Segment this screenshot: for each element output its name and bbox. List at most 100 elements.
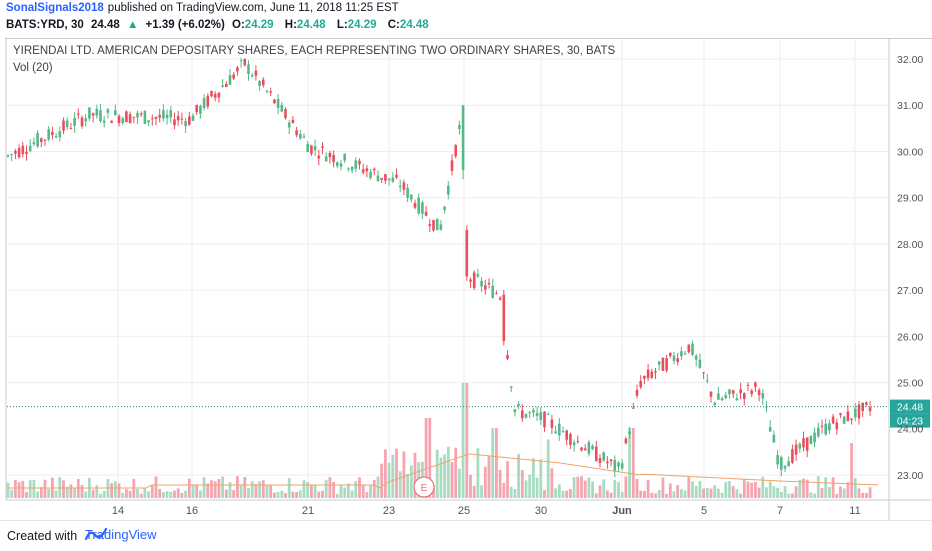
candle-body [717,393,720,400]
candle-body [36,133,39,147]
candle-body [780,457,783,470]
candle-body [380,177,383,180]
volume-bar [639,490,643,498]
candle-body [165,114,169,119]
candle-body [317,155,321,159]
volume-bar [850,443,853,498]
candle-body [702,372,705,374]
candle-body [432,220,435,231]
volume-bar [347,483,350,498]
volume-bar [765,487,768,498]
volume-bar [350,490,354,498]
candle-body [28,145,32,151]
volume-bar [121,492,125,498]
candle-body [250,75,254,77]
candle-body [868,407,872,412]
candle-body [373,168,376,171]
candle-body [731,390,735,394]
candle-body [139,113,143,115]
candle-body [709,391,713,397]
publisher-link[interactable]: SonalSignals2018 [6,2,104,14]
volume-bar [158,488,162,498]
candle-body [798,443,802,449]
volume-bar [139,493,143,498]
price-change: +1.39 (+6.02%) [145,19,225,31]
candle-body [51,131,54,136]
volume-bar [6,482,10,498]
candle-body [498,297,502,300]
volume-bar [47,489,51,498]
volume-bar [554,488,557,498]
candle-body [291,119,295,124]
candle-body [746,384,750,386]
candle-body [132,116,136,118]
volume-bar [32,480,36,498]
price-chart[interactable]: 32.00 31.00 30.00 29.00 28.00 27.00 26.00 25.00… [0,0,932,520]
candle-body [680,351,683,357]
volume-bar [768,481,772,498]
candle-body [539,412,543,420]
volume-bar [454,447,458,498]
volume-bar [480,485,483,498]
candle-body [321,146,324,148]
volume-bar [783,486,787,498]
candle-body [857,404,861,419]
volume-bar [761,476,765,498]
volume-bar [413,452,417,498]
candle-body [580,447,583,451]
volume-bar [565,490,569,498]
candle-body [14,150,17,154]
volume-bar [380,463,384,498]
volume-bar [443,454,446,498]
candle-body [173,119,176,126]
candle-body [617,462,620,467]
candle-body [624,438,628,444]
candle-body [162,110,165,119]
volume-bar [835,493,839,498]
chart-title: YIRENDAI LTD. AMERICAN DEPOSITARY SHARES… [13,45,616,57]
volume-bar [136,488,139,498]
candle-body [121,118,124,124]
candle-body [276,99,280,108]
chart-area[interactable] [5,38,932,521]
volume-bar [324,479,328,498]
volume-bar [868,487,872,498]
candle-body [188,116,191,125]
candle-body [343,153,346,161]
volume-bar [469,474,472,498]
tradingview-link[interactable]: TradingView [85,527,157,542]
candle-body [265,90,269,92]
candle-body [347,168,350,170]
candle-body [421,202,424,214]
candle-body [125,111,128,123]
candle-body [587,442,591,454]
volume-bar [14,480,17,498]
candle-body [84,118,87,122]
volume-bar [498,469,502,498]
candle-body [324,156,328,162]
volume-bar [372,480,376,498]
candle-body [754,382,757,387]
candle-body [69,127,73,129]
candle-body [402,182,406,190]
candle-body [65,120,69,128]
candle-body [513,409,517,413]
candle-body [469,279,472,282]
x-tick-label: 25 [458,505,470,517]
candle-body [398,185,402,188]
volume-bar [228,482,232,498]
volume-bar [284,493,287,498]
candle-body [802,438,805,448]
chart-header: SonalSignals2018 published on TradingView… [6,0,437,38]
volume-bar [857,488,861,498]
candle-body [54,136,58,138]
volume-bar [269,484,273,498]
volume-bar [261,480,265,498]
tradingview-logo-icon [85,527,107,541]
volume-bar [95,485,99,498]
candle-body [691,343,694,355]
candle-body [750,390,753,395]
candle-body [476,274,480,277]
candle-body [550,419,554,428]
candle-body [828,423,831,431]
